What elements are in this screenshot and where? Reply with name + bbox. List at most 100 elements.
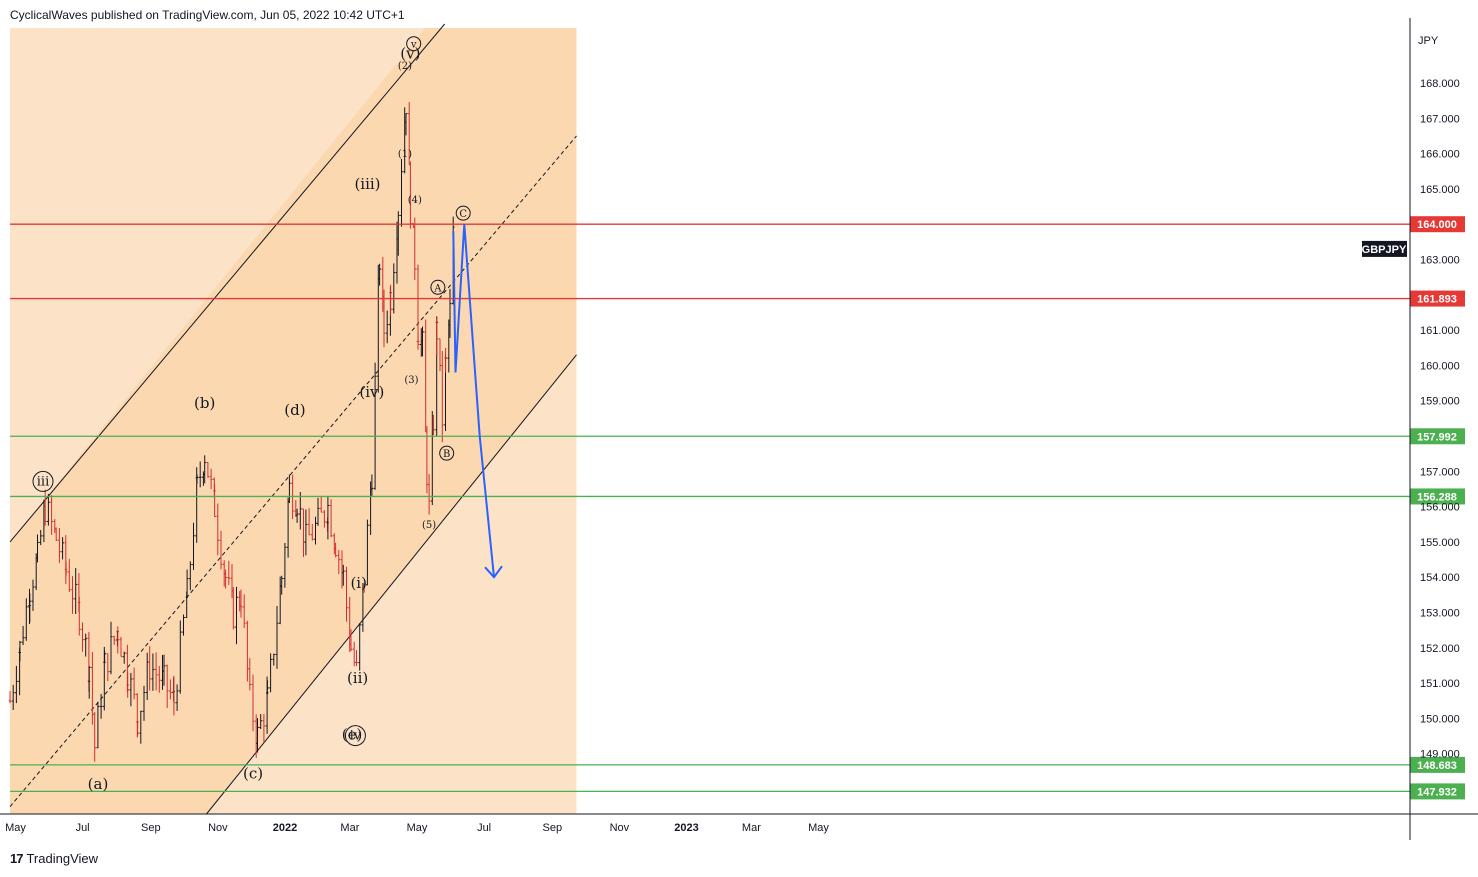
ohlc-bar: [416, 332, 420, 345]
y-tick-160.000: 160.000: [1420, 360, 1460, 372]
wave-label-iv: iv: [350, 729, 362, 744]
projection-line: [452, 224, 495, 578]
x-tick-2022: 2022: [273, 822, 297, 834]
y-tick-150.000: 150.000: [1420, 713, 1460, 725]
level-text-161.893: 161.893: [1417, 294, 1457, 306]
ohlc-bar: [259, 713, 263, 730]
ohlc-bar: [11, 684, 15, 711]
ohlc-bar: [103, 650, 106, 663]
x-tick-Sep: Sep: [543, 822, 563, 834]
ohlc-bar: [307, 508, 311, 536]
wave-circle-C: [455, 205, 471, 221]
ohlc-bar: [61, 537, 64, 560]
ohlc-bar: [298, 491, 302, 530]
level-tag-148.683: [1410, 756, 1465, 773]
ohlc-bar: [440, 350, 444, 443]
ohlc-bar: [119, 636, 123, 658]
ohlc-bar: [129, 672, 133, 707]
y-tick-152.000: 152.000: [1420, 643, 1460, 655]
x-tick-Mar: Mar: [742, 822, 761, 834]
ohlc-bar: [448, 288, 452, 338]
ohlc-bar: [93, 712, 97, 762]
ohlc-bar: [283, 542, 287, 588]
ohlc-bar: [24, 598, 28, 641]
x-tick-May: May: [407, 822, 428, 834]
ohlc-bar: [182, 614, 185, 636]
wave-circle-B: [439, 445, 455, 461]
ohlc-bar: [444, 347, 447, 373]
ohlc-bar: [213, 483, 216, 517]
wave-label-(b): (b): [194, 394, 215, 412]
y-tick-157.000: 157.000: [1420, 466, 1460, 478]
projection-arrowhead: [484, 565, 503, 579]
ohlc-bar: [67, 558, 71, 593]
ohlc-bar: [370, 474, 374, 497]
ohlc-bar: [427, 474, 431, 515]
ohlc-bar: [126, 671, 130, 698]
channel-lower-line: [206, 354, 577, 815]
ohlc-bar: [275, 605, 279, 669]
ohlc-bar: [175, 684, 179, 711]
ohlc-bar: [96, 701, 100, 749]
ohlc-bar: [326, 496, 330, 540]
x-tick-Mar: Mar: [340, 822, 359, 834]
level-tag-157.992: [1410, 428, 1465, 445]
y-tick-154.000: 154.000: [1420, 572, 1460, 584]
ohlc-bar: [358, 623, 362, 671]
wave-label-(4): (4): [408, 195, 422, 206]
ohlc-bar: [355, 650, 358, 667]
ohlc-bar: [132, 667, 136, 700]
ohlc-bar: [396, 211, 400, 256]
ohlc-bar: [269, 653, 272, 693]
ohlc-bar: [21, 625, 25, 646]
tradingview-logo-icon: 17: [10, 851, 24, 866]
horizontal-levels: 164.000 161.893 157.992 156.288 148.683 147.9…: [10, 216, 1465, 800]
ohlc-bar: [219, 530, 223, 570]
ohlc-bar: [316, 497, 320, 526]
level-tag-164.000: [1410, 216, 1465, 233]
symbol-tag: [1362, 240, 1407, 257]
ohlc-bar: [382, 289, 386, 348]
x-tick-2023: 2023: [674, 822, 698, 834]
ohlc-bar: [54, 527, 58, 541]
y-tick-153.000: 153.000: [1420, 608, 1460, 620]
ohlc-bar: [239, 589, 243, 618]
wave-label-(1): (1): [398, 149, 412, 160]
wave-label-(v): (v): [400, 44, 420, 62]
projection-path: [452, 224, 503, 579]
y-tick-165.000: 165.000: [1420, 184, 1460, 196]
ohlc-bar: [77, 596, 81, 636]
ohlc-bar: [31, 579, 35, 611]
ohlc-bar: [39, 530, 43, 546]
ohlc-bar: [195, 474, 199, 484]
ohlc-bar: [231, 587, 235, 630]
ohlc-bar: [288, 474, 291, 504]
ohlc-bar: [28, 593, 32, 623]
ohlc-bar: [432, 414, 435, 436]
ohlc-bar: [337, 550, 341, 575]
ohlc-bar: [112, 635, 116, 645]
ohlc-bar: [139, 710, 143, 744]
channel-lines: [9, 23, 577, 815]
ohlc-bar: [36, 534, 39, 563]
ohlc-bar: [151, 653, 155, 691]
ohlc-bar: [206, 461, 210, 478]
x-tick-May: May: [5, 822, 26, 834]
level-text-157.992: 157.992: [1417, 431, 1457, 443]
ohlc-bar: [178, 620, 182, 694]
wave-label-C: C: [459, 209, 467, 220]
ohlc-bar: [216, 503, 220, 556]
ohlc-bar: [262, 714, 266, 743]
ohlc-bar: [185, 569, 189, 598]
channel-upper-line: [9, 23, 446, 543]
ohlc-bar: [224, 569, 227, 589]
ohlc-bar: [392, 263, 396, 314]
wave-label-(a): (a): [88, 775, 109, 793]
ohlc-bar: [87, 665, 91, 699]
ohlc-bar: [242, 594, 246, 628]
tradingview-footer[interactable]: 17 TradingView: [10, 851, 98, 866]
wave-circle-iii: [32, 470, 54, 492]
x-tick-Sep: Sep: [141, 822, 161, 834]
x-tick-Jul: Jul: [76, 822, 90, 834]
